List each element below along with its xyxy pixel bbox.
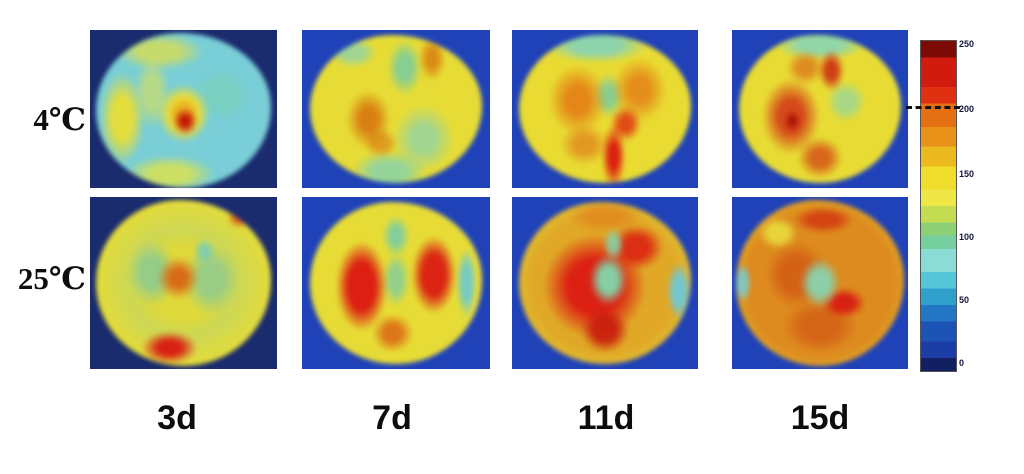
col-label-11d: 11d: [577, 399, 635, 437]
heatmap-panel-4c-11d: [512, 30, 698, 188]
fruit-section-image: [735, 200, 905, 366]
colorbar-tick-150: 150: [959, 169, 975, 179]
fruit-section-image: [309, 202, 483, 364]
colorbar-tick-250: 250: [959, 39, 975, 49]
col-label-3d: 3d: [157, 399, 197, 437]
colorbar-tick-200: 200: [959, 104, 975, 114]
fruit-section-image: [519, 202, 691, 364]
colorbar-200-dashed-marker: [906, 106, 960, 109]
fruit-section-image: [95, 200, 272, 366]
colorbar-tick-50: 50: [959, 295, 970, 305]
heatmap-panel-25c-15d: [732, 197, 908, 369]
row-label-25c: 25℃: [17, 261, 86, 296]
fruit-section-image: [95, 33, 272, 188]
heatmap-panel-25c-11d: [512, 197, 698, 369]
heatmap-panel-25c-7d: [302, 197, 490, 369]
colorbar-tick-0: 0: [959, 358, 965, 368]
fruit-section-image: [519, 34, 691, 184]
col-label-7d: 7d: [372, 399, 412, 437]
row-label-4c: 4℃: [33, 102, 86, 137]
heatmap-panel-25c-3d: [90, 197, 277, 369]
heatmap-panel-4c-3d: [90, 30, 277, 188]
heatmap-panel-4c-7d: [302, 30, 490, 188]
col-label-15d: 15d: [790, 399, 850, 437]
fruit-section-image: [739, 34, 901, 184]
heatmap-panel-4c-15d: [732, 30, 908, 188]
fruit-section-image: [309, 34, 483, 184]
colorbar: [920, 40, 957, 372]
colorbar-tick-100: 100: [959, 232, 975, 242]
